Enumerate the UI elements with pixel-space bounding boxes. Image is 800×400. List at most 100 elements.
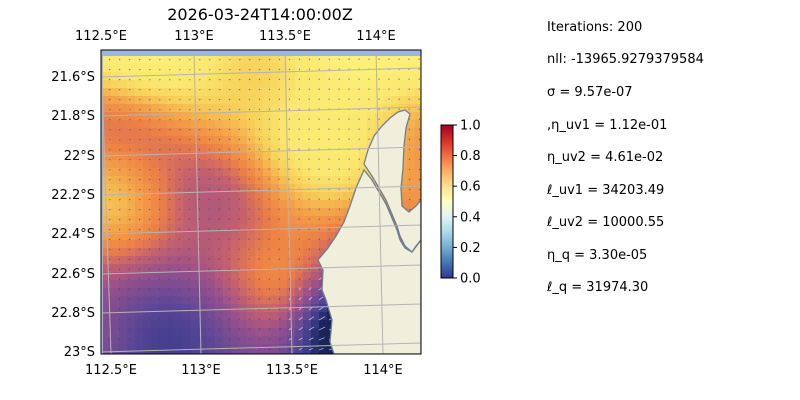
heatmap-cell: [327, 224, 336, 233]
heatmap-cell: [167, 168, 176, 177]
heatmap-cell: [287, 96, 296, 105]
velocity-arrow: [178, 158, 181, 161]
velocity-arrow: [308, 326, 315, 331]
heatmap-cell: [167, 136, 176, 145]
heatmap-cell: [239, 192, 248, 201]
info-sigma: σ = 9.57e-07: [547, 85, 633, 100]
heatmap-cell: [159, 288, 168, 297]
heatmap-cell: [207, 312, 216, 321]
heatmap-cell: [407, 80, 416, 89]
heatmap-cell: [199, 168, 208, 177]
heatmap-cell: [303, 336, 312, 345]
heatmap-cell: [111, 112, 120, 121]
velocity-arrow: [128, 228, 131, 231]
velocity-arrow: [128, 88, 131, 91]
velocity-arrow: [108, 98, 111, 101]
heatmap-cell: [135, 344, 144, 353]
heatmap-cell: [223, 72, 232, 81]
heatmap-cell: [183, 152, 192, 161]
velocity-arrow: [138, 168, 141, 171]
heatmap-cell: [303, 320, 312, 329]
heatmap-cell: [175, 352, 184, 354]
velocity-arrow: [258, 58, 261, 61]
velocity-arrow: [318, 58, 321, 61]
heatmap-cell: [135, 352, 144, 354]
velocity-arrow: [118, 188, 121, 191]
heatmap-cell: [383, 88, 392, 97]
velocity-arrow: [108, 248, 111, 251]
velocity-arrow: [258, 68, 261, 71]
heatmap-cell: [319, 104, 328, 113]
heatmap-cell: [127, 160, 136, 169]
velocity-arrow: [108, 208, 111, 211]
velocity-arrow: [118, 228, 121, 231]
heatmap-cell: [223, 112, 232, 121]
heatmap-cell: [159, 352, 168, 354]
heatmap-cell: [279, 320, 288, 329]
heatmap-cell: [183, 272, 192, 281]
heatmap-cell: [159, 72, 168, 81]
heatmap-cell: [135, 320, 144, 329]
velocity-arrow: [418, 198, 421, 201]
heatmap-cell: [247, 152, 256, 161]
heatmap-cell: [175, 240, 184, 249]
heatmap-cell: [311, 312, 320, 321]
heatmap-cell: [111, 312, 120, 321]
velocity-arrow: [318, 268, 321, 271]
heatmap-cell: [351, 96, 360, 105]
heatmap-cell: [327, 176, 336, 185]
heatmap-cell: [399, 104, 408, 113]
heatmap-cell: [143, 104, 152, 113]
velocity-arrow: [178, 109, 181, 111]
velocity-arrow: [118, 308, 120, 311]
heatmap-cell: [415, 128, 421, 137]
heatmap-cell: [119, 312, 128, 321]
heatmap-cell: [327, 56, 336, 65]
heatmap-cell: [415, 120, 421, 129]
heatmap-cell: [367, 120, 376, 129]
heatmap-cell: [351, 120, 360, 129]
heatmap-cell: [335, 88, 344, 97]
heatmap-cell: [135, 336, 144, 345]
heatmap-cell: [127, 272, 136, 281]
heatmap-cell: [271, 320, 280, 329]
heatmap-cell: [303, 328, 312, 337]
heatmap-cell: [191, 192, 200, 201]
velocity-arrow: [188, 128, 191, 131]
heatmap-cell: [239, 104, 248, 113]
heatmap-cell: [327, 112, 336, 121]
heatmap-cell: [311, 56, 320, 65]
heatmap-cell: [335, 120, 344, 129]
heatmap-cell: [207, 288, 216, 297]
heatmap-cell: [151, 104, 160, 113]
heatmap-cell: [199, 216, 208, 225]
heatmap-cell: [127, 104, 136, 113]
heatmap-cell: [143, 112, 152, 121]
heatmap-cell: [247, 296, 256, 305]
heatmap-cell: [295, 304, 304, 313]
heatmap-cell: [207, 256, 216, 265]
velocity-arrow: [128, 188, 131, 191]
velocity-arrow: [188, 208, 191, 211]
heatmap-cell: [119, 144, 128, 153]
heatmap-cell: [191, 288, 200, 297]
velocity-arrow: [238, 338, 241, 341]
colorbar-tick-label: 0.8: [460, 149, 481, 164]
x-tick-top: 113.5°E: [259, 29, 311, 44]
heatmap-cell: [295, 120, 304, 129]
velocity-arrow: [288, 108, 290, 111]
heatmap-cell: [191, 168, 200, 177]
heatmap-cell: [119, 240, 128, 249]
heatmap-cell: [311, 288, 320, 297]
heatmap-cell: [143, 80, 152, 89]
heatmap-cell: [111, 216, 120, 225]
velocity-arrow: [128, 298, 130, 301]
heatmap-cell: [287, 216, 296, 225]
heatmap-cell: [295, 144, 304, 153]
velocity-arrow: [208, 88, 211, 91]
info-ell-q: ℓ_q = 31974.30: [547, 280, 649, 295]
velocity-arrow: [268, 288, 271, 291]
velocity-arrow: [168, 198, 171, 201]
velocity-arrow: [118, 218, 121, 221]
heatmap-cell: [407, 56, 416, 65]
